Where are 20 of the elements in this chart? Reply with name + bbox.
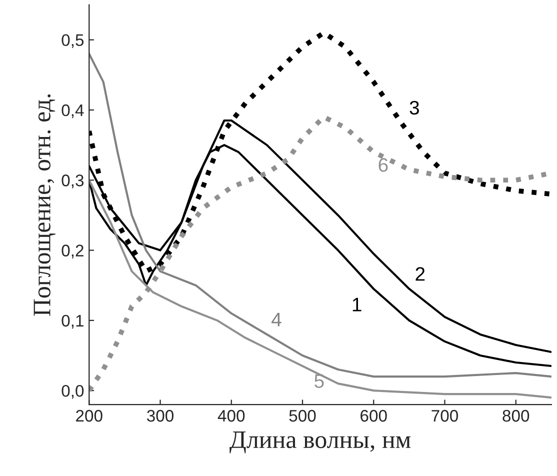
y-tick-label: 0,0 [62, 384, 84, 399]
y-tick-label: 0,5 [62, 34, 84, 48]
series-label: 3 [410, 100, 419, 115]
x-tick-label: 300 [146, 410, 174, 422]
x-tick-label: 600 [360, 410, 387, 422]
series-label: 4 [272, 312, 282, 326]
x-tick-label: 400 [218, 410, 245, 422]
series-label: 1 [352, 298, 362, 312]
x-axis-title: Длина волны, нм [230, 432, 411, 454]
x-tick-label: 200 [76, 410, 102, 422]
x-tick-label: 700 [432, 410, 458, 422]
series-label: 2 [416, 267, 425, 281]
y-tick-label: 0,1 [62, 314, 84, 329]
series-label: 6 [378, 158, 388, 172]
x-tick-label: 500 [289, 410, 316, 422]
y-tick-label: 0,3 [62, 174, 84, 188]
x-tick-label: 800 [502, 410, 530, 422]
y-axis-title: Поглощение, отн. ед. [34, 94, 56, 316]
y-tick-label: 0,2 [62, 244, 84, 258]
y-tick-label: 0,4 [62, 104, 84, 118]
